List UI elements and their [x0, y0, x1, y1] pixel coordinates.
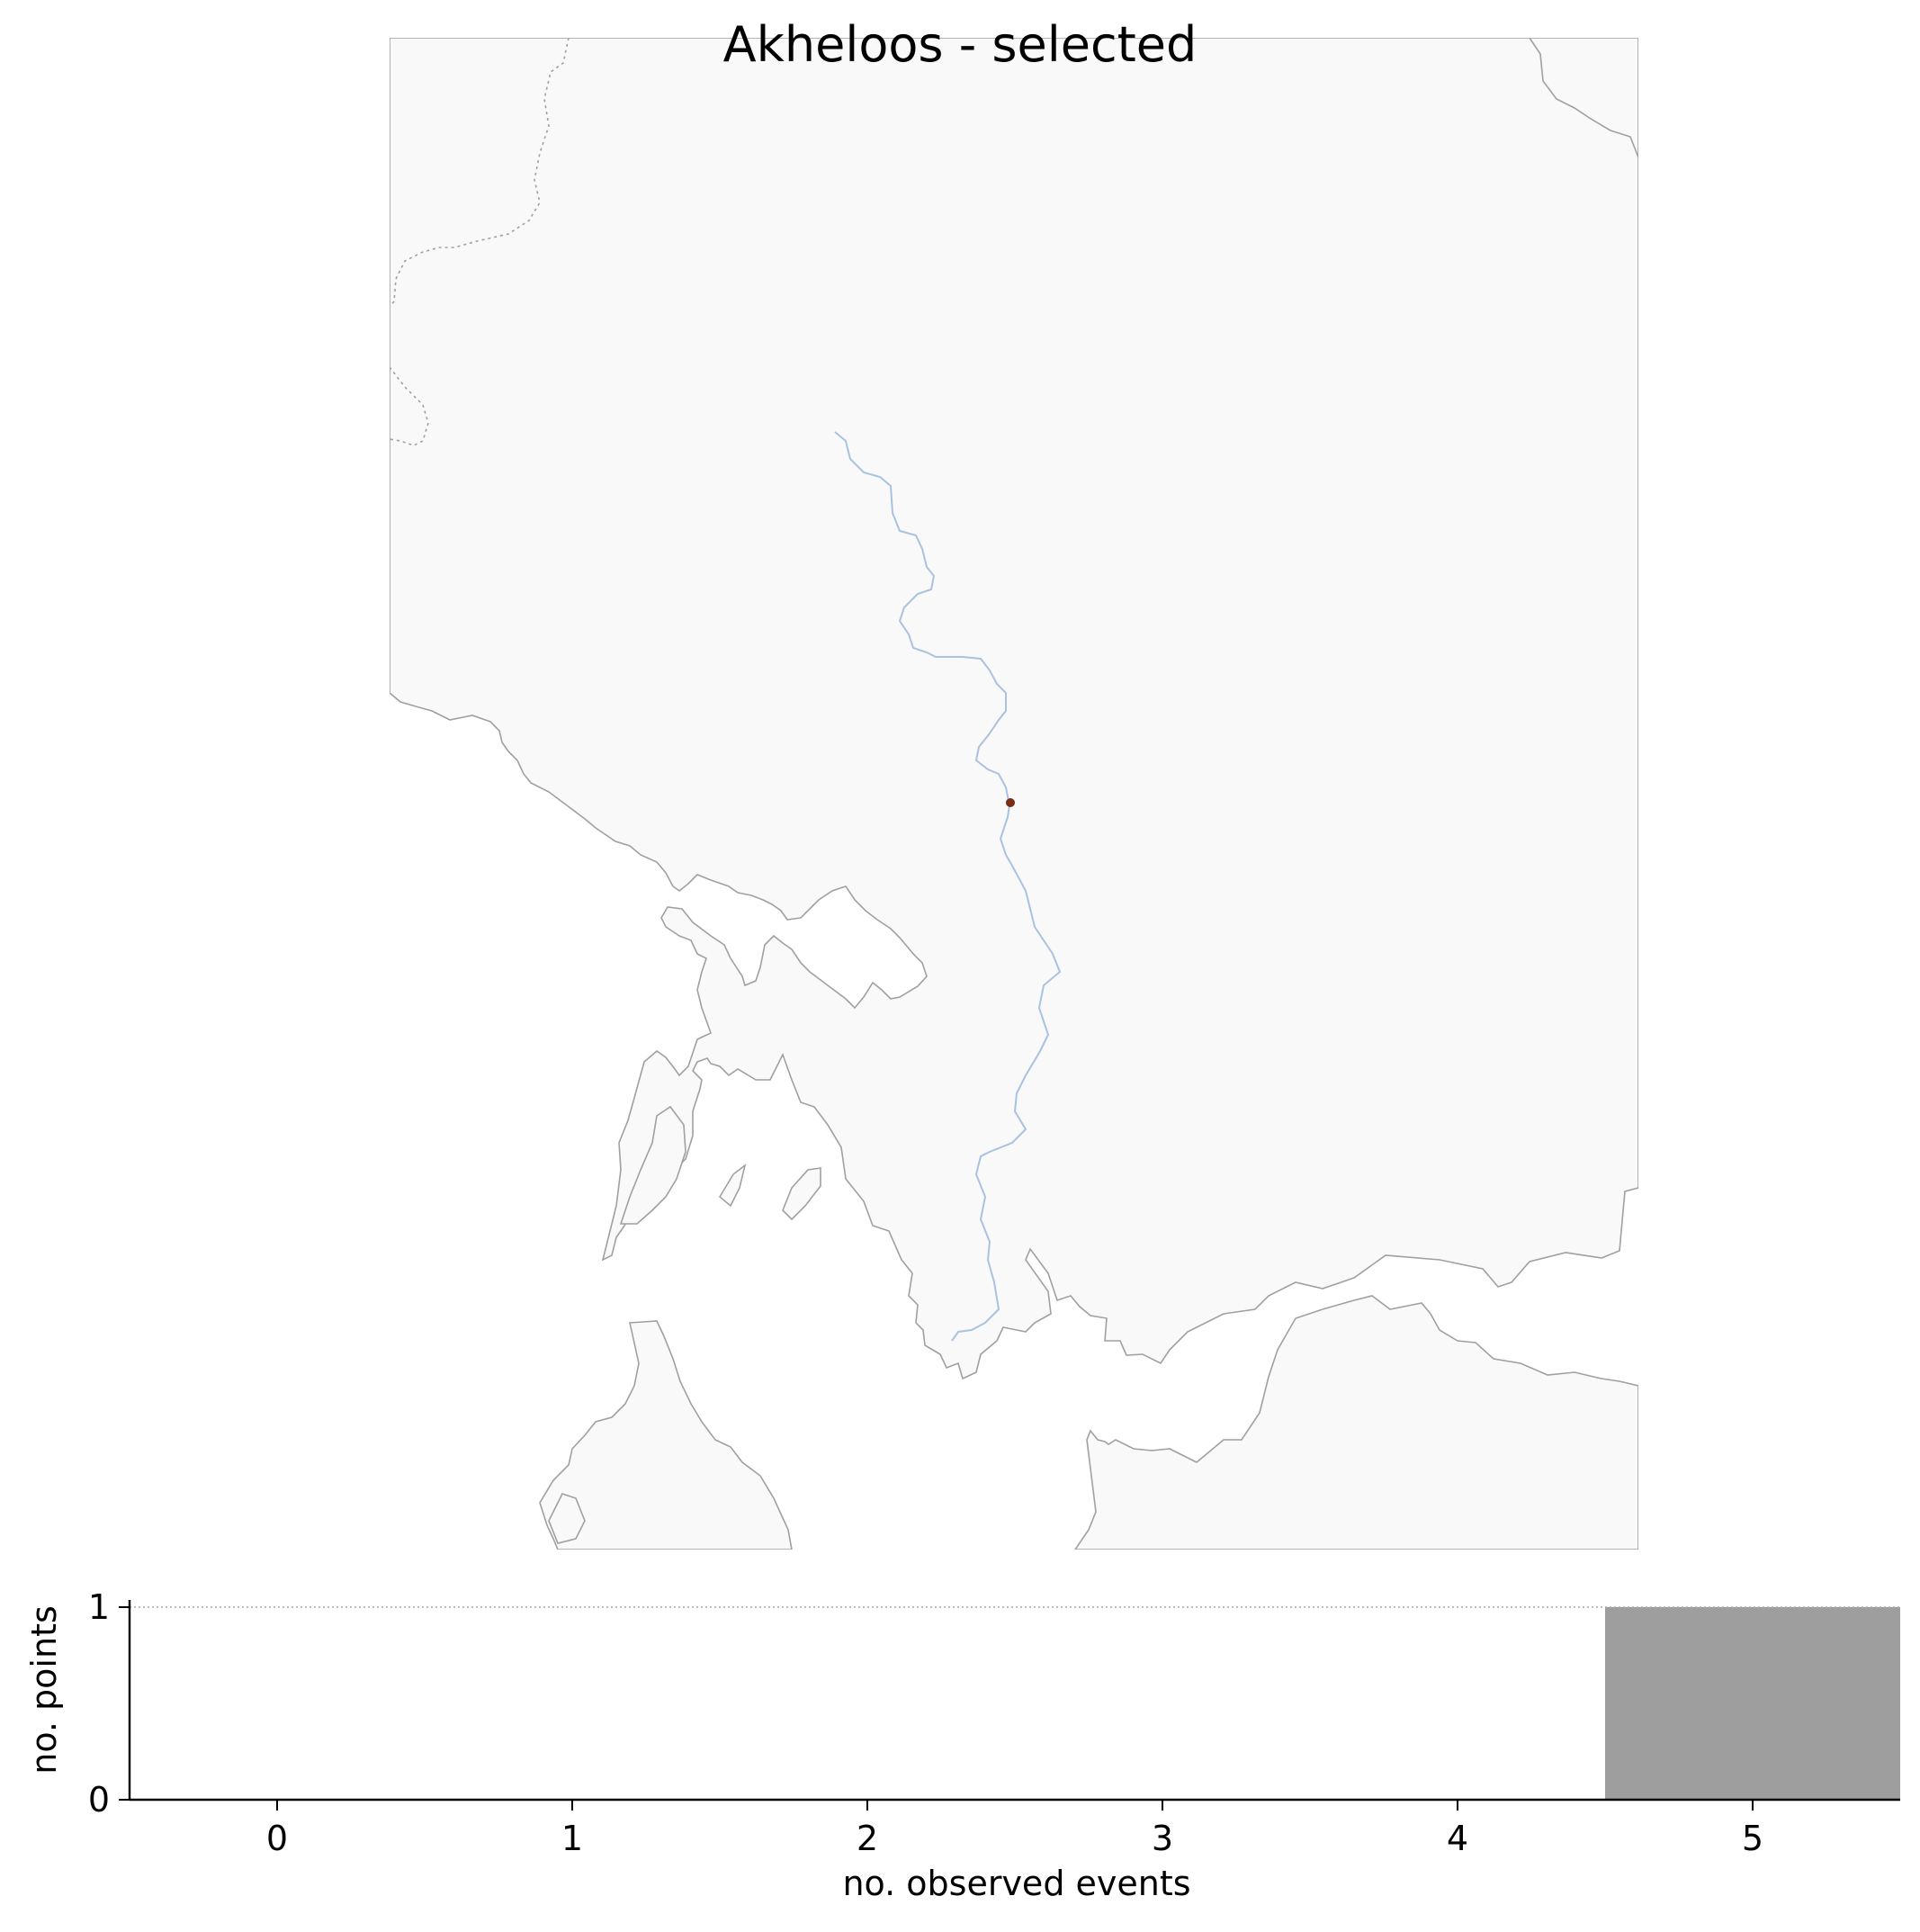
- y-tick-label: 1: [88, 1587, 110, 1627]
- station-point[interactable]: [1006, 798, 1015, 807]
- y-axis-label: no. points: [24, 1605, 64, 1775]
- x-tick-label: 4: [1447, 1819, 1468, 1858]
- island: [718, 1163, 747, 1208]
- island: [782, 1167, 821, 1221]
- coastline: [1529, 38, 1638, 158]
- land-area-southwest: [539, 1320, 793, 1550]
- map-panel: Akheloos - selected: [390, 16, 1638, 1550]
- x-tick-label: 0: [266, 1819, 288, 1858]
- bars: [1605, 1607, 1900, 1800]
- x-tick-label: 1: [561, 1819, 583, 1858]
- land-area-south: [1074, 1295, 1638, 1550]
- x-tick-label: 5: [1742, 1819, 1763, 1858]
- x-tick-label: 3: [1152, 1819, 1173, 1858]
- x-ticks: 0 1 2 3 4 5: [266, 1800, 1763, 1858]
- island: [619, 1105, 686, 1225]
- map-title: Akheloos - selected: [723, 16, 1198, 73]
- x-axis-label: no. observed events: [842, 1864, 1190, 1903]
- x-tick-label: 2: [857, 1819, 878, 1858]
- border-line: [390, 38, 570, 307]
- y-tick-label: 0: [88, 1780, 110, 1820]
- bar-5: [1605, 1607, 1900, 1800]
- land-area: [390, 38, 1638, 1380]
- island: [548, 1493, 586, 1544]
- y-ticks: 01: [88, 1587, 130, 1820]
